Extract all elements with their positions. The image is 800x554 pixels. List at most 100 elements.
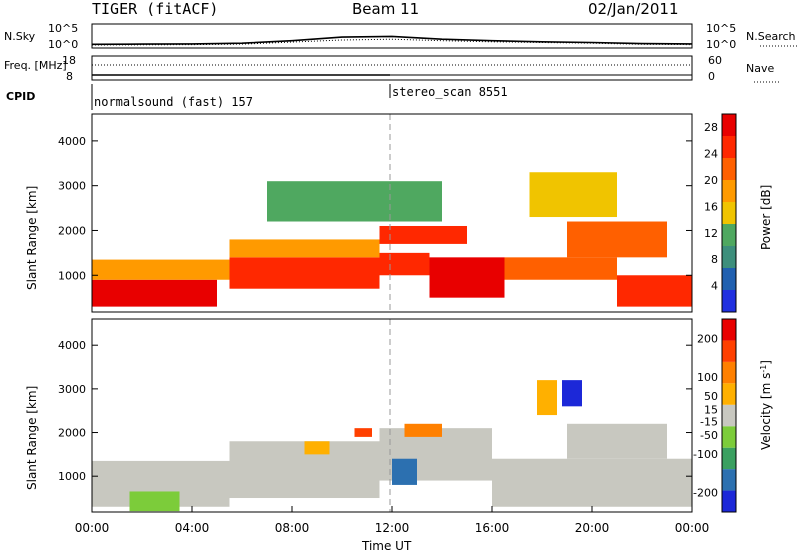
power-region-8	[617, 275, 692, 307]
power-cbar-tick-1: 8	[711, 253, 718, 266]
velocity-cbar-swatch-2	[722, 447, 736, 470]
velocity-ytick-label-1: 2000	[58, 427, 86, 440]
velocity-panel: Slant Range [km] 1000 2000 3000 4000 00:00 0…	[25, 318, 773, 553]
velocity-region-6	[392, 458, 417, 485]
velocity-ytick-label-2: 3000	[58, 383, 86, 396]
xaxis-label: Time UT	[361, 539, 412, 553]
power-cbar-swatch-5	[722, 180, 736, 202]
xtick-label-6: 00:00	[675, 521, 710, 535]
freq-right-tick-top: 60	[708, 54, 722, 67]
noise-right-tick-bottom: 10^0	[706, 38, 736, 51]
velocity-cbar-frame	[721, 318, 737, 513]
velocity-cbar-swatch-1	[722, 469, 736, 491]
freq-left-tick-bottom: 8	[66, 70, 73, 83]
velocity-cbar-label: Velocity [m s-1]	[759, 360, 773, 450]
velocity-cbar-swatch-6	[722, 361, 736, 384]
velocity-ylabel: Slant Range [km]	[25, 386, 39, 490]
freq-left-tick-top: 18	[62, 54, 76, 67]
noise-panel-frame	[91, 23, 693, 49]
power-cbar-tick-5: 24	[704, 148, 718, 161]
power-cbar-swatch-1	[722, 268, 736, 290]
velocity-region-11	[404, 423, 442, 437]
cpid-segment-1: normalsound (fast) 157	[94, 95, 253, 109]
velocity-ytick-label-0: 1000	[58, 470, 86, 483]
noise-right-label: N.Search	[746, 30, 796, 43]
velocity-ytick-label-3: 4000	[58, 339, 86, 352]
power-cbar-swatch-3	[722, 224, 736, 246]
power-region-0	[92, 279, 217, 307]
velocity-cbar-swatch-7	[722, 340, 736, 362]
power-cbar-swatch-6	[722, 158, 736, 180]
velocity-region-9	[304, 441, 330, 455]
freq-left-label: Freq. [MHz]	[4, 59, 67, 72]
velocity-cbar-tick-5: -50	[700, 429, 718, 442]
velocity-cbar-swatch-8	[722, 319, 736, 341]
velocity-cbar-tick-7: -200	[693, 487, 718, 500]
noise-left-tick-bottom: 10^0	[48, 38, 78, 51]
power-cbar-swatch-2	[722, 246, 736, 268]
power-ylabel: Slant Range [km]	[25, 186, 39, 290]
date-title: 02/Jan/2011	[588, 0, 679, 18]
velocity-cbar-tick-4: -15	[700, 415, 718, 428]
power-region-10	[267, 181, 442, 222]
velocity-cbar-swatch-4	[722, 404, 736, 427]
xtick-label-4: 16:00	[475, 521, 510, 535]
power-cbar-tick-6: 28	[704, 121, 718, 134]
power-cbar-label: Power [dB]	[759, 185, 773, 250]
power-cbar-tick-0: 4	[711, 280, 718, 293]
xtick-label-5: 20:00	[575, 521, 610, 535]
power-ytick-label-3: 4000	[58, 135, 86, 148]
power-cbar-tick-2: 12	[704, 227, 718, 240]
power-ytick-label-0: 1000	[58, 269, 86, 282]
power-cbar-swatch-0	[722, 290, 736, 312]
xtick-label-2: 08:00	[275, 521, 310, 535]
velocity-cbar-swatch-5	[722, 383, 736, 405]
velocity-region-10	[354, 428, 372, 437]
velocity-region-3	[492, 458, 692, 507]
velocity-cbar-tick-0: 200	[697, 332, 718, 345]
noise-left-tick-top: 10^5	[48, 22, 78, 35]
power-region-6	[429, 257, 505, 298]
velocity-region-5	[129, 491, 180, 512]
power-region-3	[229, 239, 380, 258]
freq-panel: Freq. [MHz] 18 8 60 0 Nave	[4, 54, 780, 83]
power-ytick-label-1: 2000	[58, 224, 86, 237]
radar-title: TIGER (fitACF)	[92, 0, 218, 18]
power-panel: Slant Range [km] 1000 2000 3000 4000 4 8 12 16…	[25, 113, 773, 313]
freq-panel-frame	[91, 55, 693, 81]
velocity-region-4	[567, 423, 667, 459]
cpid-segment-2: stereo_scan 8551	[392, 85, 508, 99]
freq-right-tick-bottom: 0	[708, 70, 715, 83]
power-region-5	[379, 252, 430, 276]
noise-left-label: N.Sky	[4, 30, 36, 43]
power-cbar-frame	[721, 113, 737, 313]
velocity-cbar-tick-2: 50	[704, 390, 718, 403]
xtick-label-1: 04:00	[175, 521, 210, 535]
power-region-1	[92, 259, 230, 280]
power-cbar-swatch-8	[722, 114, 736, 136]
power-cbar-swatch-4	[722, 202, 736, 224]
noise-panel: N.Sky 10^5 10^0 10^5 10^0 N.Search	[4, 22, 798, 51]
power-cbar-tick-3: 16	[704, 200, 718, 213]
cpid-panel: CPID normalsound (fast) 157 stereo_scan …	[6, 84, 508, 110]
power-region-9	[567, 221, 667, 258]
velocity-cbar-swatch-0	[722, 490, 736, 512]
power-ytick-label-2: 3000	[58, 180, 86, 193]
noise-right-tick-top: 10^5	[706, 22, 736, 35]
power-region-4	[379, 225, 467, 244]
power-panel-frame	[91, 113, 693, 313]
velocity-cbar-tick-1: 100	[697, 371, 718, 384]
xtick-label-3: 12:00	[375, 521, 410, 535]
beam-title: Beam 11	[352, 0, 419, 18]
cpid-label: CPID	[6, 90, 35, 103]
power-region-7	[504, 257, 617, 280]
power-cbar-tick-4: 20	[704, 174, 718, 187]
noise-series-1	[91, 38, 693, 46]
velocity-region-7	[562, 380, 582, 407]
xtick-label-0: 00:00	[75, 521, 110, 535]
velocity-cbar-tick-6: -100	[693, 448, 718, 461]
power-cbar-swatch-7	[722, 136, 736, 158]
noise-series-0	[91, 35, 693, 46]
velocity-cbar-tick-3: 15	[704, 404, 718, 417]
